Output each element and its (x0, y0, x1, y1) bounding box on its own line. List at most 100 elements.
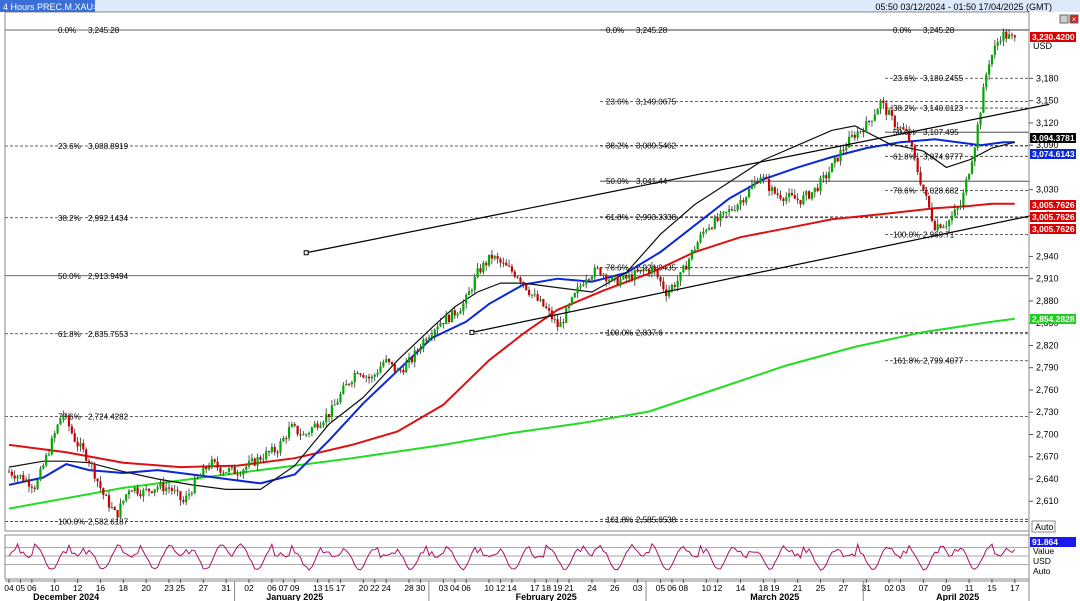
x-tick-label: 12 (496, 583, 506, 593)
x-tick-label: 03 (633, 583, 643, 593)
candle-body (882, 100, 885, 104)
price-tag-label: 3,230.4200 (1032, 32, 1075, 42)
x-tick-label: 08 (679, 583, 689, 593)
title-tab[interactable] (0, 0, 95, 12)
price-tick-label: 2,820 (1036, 340, 1059, 350)
fib-pct-label: 0.0% (893, 26, 911, 35)
fib-pct-label: 50.0% (58, 272, 81, 281)
candle-body (999, 40, 1002, 43)
oscillator-sub-label: USD (1033, 556, 1051, 566)
candle-body (547, 308, 551, 311)
x-tick-label: 14 (507, 583, 517, 593)
candle-body (290, 424, 293, 428)
candle-body (953, 209, 956, 216)
candle-body (350, 382, 353, 385)
x-tick-label: 09 (942, 583, 952, 593)
candle-body (507, 265, 511, 267)
x-tick-label: 07 (919, 583, 929, 593)
oscillator-value-label: 91.864 (1032, 537, 1058, 547)
candle-body (102, 488, 105, 495)
candle-body (665, 289, 668, 297)
fib-pct-label: 161.8% (606, 515, 633, 524)
month-label: April 2025 (936, 592, 979, 601)
candle-body (399, 369, 402, 371)
x-tick-label: 18 (119, 583, 129, 593)
x-tick-label: 20 (141, 583, 151, 593)
candle-body (167, 487, 171, 489)
candle-body (367, 376, 371, 379)
candle-body (630, 274, 634, 281)
candle-body (970, 161, 974, 174)
candle-body (948, 220, 951, 226)
fib-value-label: 3,245.28 (923, 26, 955, 35)
candle-body (333, 404, 336, 406)
fib-value-label: 2,992.1434 (88, 214, 129, 223)
fib-value-label: 3,140.0123 (923, 104, 964, 113)
candle-body (562, 322, 565, 324)
price-tag-label: 2,854.2828 (1032, 314, 1075, 324)
candle-body (207, 466, 211, 470)
candle-body (550, 310, 554, 320)
candle-body (473, 276, 476, 291)
candle-body (202, 466, 205, 476)
candle-body (385, 358, 388, 363)
price-tick-label: 2,880 (1036, 296, 1059, 306)
candle-body (522, 281, 525, 285)
chart-panel[interactable] (5, 12, 1029, 531)
candle-body (813, 187, 816, 193)
candle-body (482, 262, 485, 273)
auto-button[interactable] (1031, 520, 1056, 533)
candle-body (250, 458, 253, 461)
candle-body (607, 280, 611, 282)
fib-pct-label: 50.0% (606, 177, 629, 186)
price-tag (1030, 133, 1076, 143)
x-tick-label: 19 (553, 583, 563, 593)
candle-body (853, 134, 856, 138)
candle-body (656, 269, 659, 277)
candle-body (327, 414, 331, 418)
fib-pct-label: 23.6% (893, 74, 916, 83)
candle-body (782, 198, 785, 201)
candle-body (382, 362, 385, 367)
close-button[interactable] (1069, 14, 1079, 24)
channel-anchor-handle[interactable] (303, 250, 309, 256)
candle-body (773, 187, 776, 194)
candle-body (113, 507, 116, 511)
candle-body (705, 229, 708, 232)
channel-lower-line[interactable] (471, 211, 1050, 333)
candle-body (485, 262, 488, 266)
candle-body (419, 348, 422, 351)
candle-body (370, 376, 374, 379)
price-tick-label: 2,610 (1036, 496, 1059, 506)
candle-body (153, 489, 156, 493)
candle-body (322, 422, 325, 426)
candle-body (359, 373, 362, 376)
fib-pct-label: 61.8% (58, 330, 81, 339)
candle-body (527, 289, 531, 295)
candle-body (82, 443, 85, 450)
candle-body (570, 297, 574, 305)
candle-body (825, 175, 828, 179)
channel-upper-line[interactable] (306, 103, 1050, 254)
candle-body (945, 225, 948, 227)
oscillator-panel[interactable] (5, 535, 1029, 579)
candle-body (302, 434, 305, 436)
trend-channel[interactable] (303, 103, 1050, 335)
moving-average-line (8, 138, 1015, 486)
fib-pct-label: 100.0% (58, 518, 85, 527)
candle-body (536, 294, 539, 301)
candle-body (316, 423, 319, 428)
x-tick-label: 02 (244, 583, 254, 593)
channel-anchor-handle[interactable] (469, 329, 475, 335)
candle-body (722, 211, 725, 214)
candle-body (896, 127, 899, 129)
candle-body (119, 503, 122, 518)
candle-body (239, 474, 242, 476)
candle-body (142, 489, 145, 497)
candle-body (439, 322, 442, 327)
candle-body (679, 272, 682, 281)
candle-body (742, 200, 745, 203)
candle-body (902, 127, 905, 130)
restore-button[interactable] (1059, 14, 1069, 24)
candle-body (822, 175, 825, 178)
